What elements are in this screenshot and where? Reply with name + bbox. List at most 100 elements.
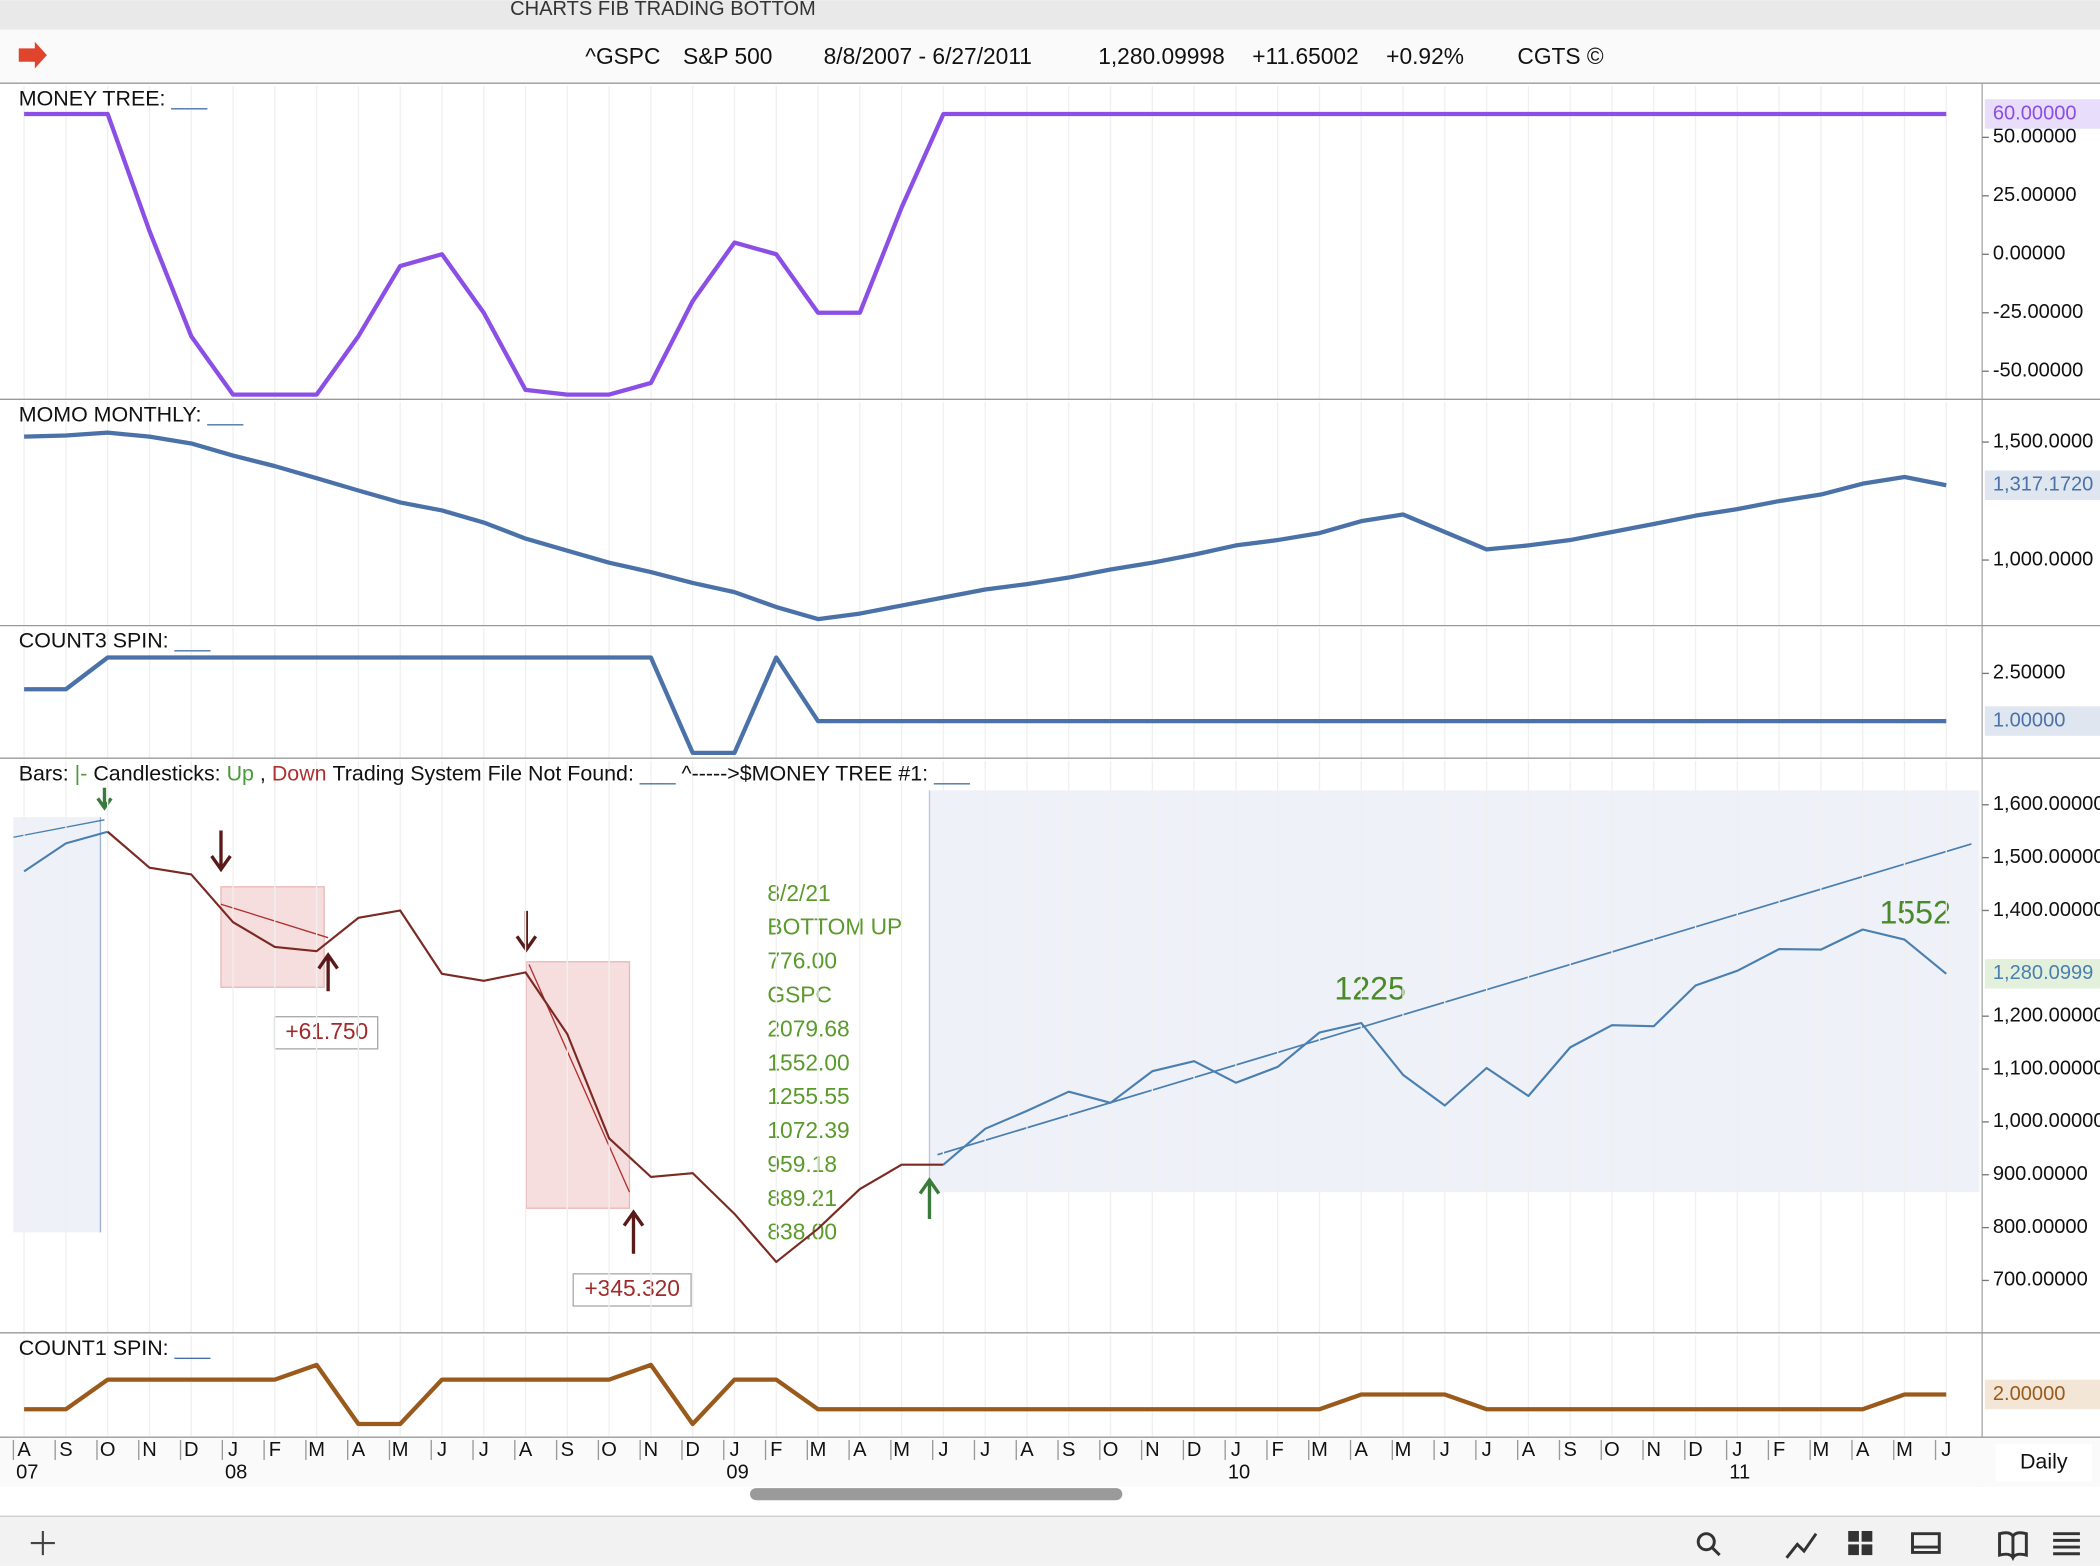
month-label: N — [1145, 1439, 1160, 1461]
legend-item: ___ — [639, 761, 677, 785]
last-value-box — [1984, 959, 2100, 989]
annotation: +61.750 — [285, 1018, 368, 1044]
y-tick-label: 25.00000 — [1993, 184, 2077, 206]
y-tick-label: 900.00000 — [1993, 1163, 2088, 1185]
month-label: J — [729, 1439, 739, 1461]
panel-title: COUNT3 SPIN: ___ — [19, 628, 212, 652]
note-list: 8/2/21 BOTTOM UP 776.00 GSPC 2079.68 1552.00 1… — [767, 880, 902, 1245]
title-suffix: ___ — [174, 628, 212, 652]
month-label: A — [352, 1439, 366, 1461]
search-handle — [1710, 1546, 1721, 1557]
last-value-label: 1.00000 — [1993, 709, 2066, 731]
title-suffix: ___ — [174, 1336, 212, 1360]
legend-item: Down — [272, 761, 327, 785]
series-line — [106, 830, 944, 1263]
title-text: COUNT3 SPIN: — [19, 628, 169, 652]
note-line: 776.00 — [767, 948, 837, 974]
y-tick-label: -25.00000 — [1993, 301, 2083, 323]
arrow-down — [96, 787, 113, 811]
note-line: 1255.55 — [767, 1083, 849, 1109]
note-line: 2079.68 — [767, 1015, 849, 1041]
arrow-up — [918, 1177, 941, 1219]
month-label: J — [1231, 1439, 1241, 1461]
last-value-box — [1984, 470, 2100, 500]
fib-box — [525, 961, 631, 1209]
shaded-zone — [929, 790, 1980, 1193]
month-label: S — [561, 1439, 574, 1461]
interval-button[interactable] — [1995, 1443, 2092, 1482]
title-text: COUNT1 SPIN: — [19, 1336, 169, 1360]
add-button[interactable] — [30, 1530, 55, 1556]
month-label: J — [479, 1439, 489, 1461]
menu-arrow[interactable] — [18, 41, 47, 69]
draw-button[interactable] — [1785, 1532, 1818, 1559]
month-label: N — [644, 1439, 659, 1461]
month-label: M — [893, 1439, 910, 1461]
y-tick-label: 1,500.00000 — [1993, 846, 2100, 868]
arrow-down — [515, 910, 538, 953]
title-text: Bars: — [19, 761, 69, 785]
title-text: MOMO MONTHLY: — [19, 402, 202, 426]
month-label: J — [1941, 1439, 1951, 1461]
y-tick-label: 1,100.00000 — [1993, 1057, 2100, 1079]
note-line: GSPC — [767, 981, 831, 1007]
month-label: O — [1604, 1439, 1620, 1461]
header-bar — [0, 29, 2100, 84]
time-axis-bg — [0, 1437, 2100, 1487]
y-tick-label: 50.00000 — [1993, 126, 2077, 148]
legend-item: ___ — [933, 761, 971, 785]
title-bar — [0, 0, 2100, 30]
search-button[interactable] — [1696, 1532, 1716, 1552]
interval-label: Daily — [2020, 1449, 2068, 1473]
grid-button[interactable] — [1848, 1530, 1873, 1556]
month-label: D — [184, 1439, 198, 1461]
y-tick-label: 1,200.00000 — [1993, 1004, 2100, 1026]
panel-button[interactable] — [1911, 1532, 1941, 1554]
fib-box — [220, 886, 325, 988]
annotation: 1225 — [1334, 971, 1405, 1007]
note-line: BOTTOM UP — [767, 914, 902, 940]
note-line: 889.21 — [767, 1185, 837, 1211]
legend-item: Trading System File Not Found: — [333, 761, 634, 785]
y-tick-label: 700.00000 — [1993, 1269, 2088, 1291]
month-label: D — [685, 1439, 700, 1461]
title-text: MONEY TREE: — [19, 86, 166, 110]
month-label: J — [1732, 1439, 1742, 1461]
month-label: A — [1522, 1439, 1536, 1461]
month-label: A — [17, 1439, 31, 1461]
book-button[interactable] — [1998, 1531, 2028, 1562]
title-suffix: ___ — [206, 402, 244, 426]
date-range: 8/8/2007 - 6/27/2011 — [824, 43, 1032, 69]
month-label: S — [1062, 1439, 1075, 1461]
panels: MONEY TREE: ___ -50.00000 -25.00000 0.0000… — [0, 85, 2100, 1438]
grid-cell — [1848, 1544, 1859, 1556]
panel-title: Bars: |- Candlesticks: Up , Down Trading… — [19, 761, 971, 785]
source: CGTS © — [1517, 43, 1604, 69]
year-label: 07 — [16, 1462, 38, 1484]
panel-title: MONEY TREE: ___ — [19, 86, 208, 110]
month-label: S — [59, 1439, 72, 1461]
month-label: F — [770, 1439, 782, 1461]
month-label: D — [1688, 1439, 1703, 1461]
note-line: 1552.00 — [767, 1049, 849, 1075]
last-value-box — [1984, 99, 2100, 129]
series-line — [24, 111, 1947, 397]
month-label: A — [519, 1439, 533, 1461]
scrollbar[interactable] — [750, 1488, 1123, 1501]
last-value-label: 1,317.1720 — [1993, 474, 2094, 496]
arrow-up — [317, 952, 339, 992]
legend-item: Up — [227, 761, 254, 785]
note-line: 1072.39 — [767, 1117, 849, 1143]
last-value-label: 2.00000 — [1993, 1383, 2066, 1405]
list-button[interactable] — [2053, 1532, 2080, 1556]
panel: MONEY TREE: ___ -50.00000 -25.00000 0.0000… — [0, 86, 2100, 400]
month-label: J — [938, 1439, 948, 1461]
y-tick-label: 0.00000 — [1993, 243, 2066, 265]
month-label: N — [1647, 1439, 1661, 1461]
annotation: 1552 — [1879, 894, 1950, 930]
month-label: J — [980, 1439, 990, 1461]
panel: COUNT3 SPIN: ___ 2.50000 1.00000 — [0, 628, 2100, 759]
trend-line — [13, 819, 105, 838]
symbol-name: S&P 500 — [683, 43, 772, 69]
